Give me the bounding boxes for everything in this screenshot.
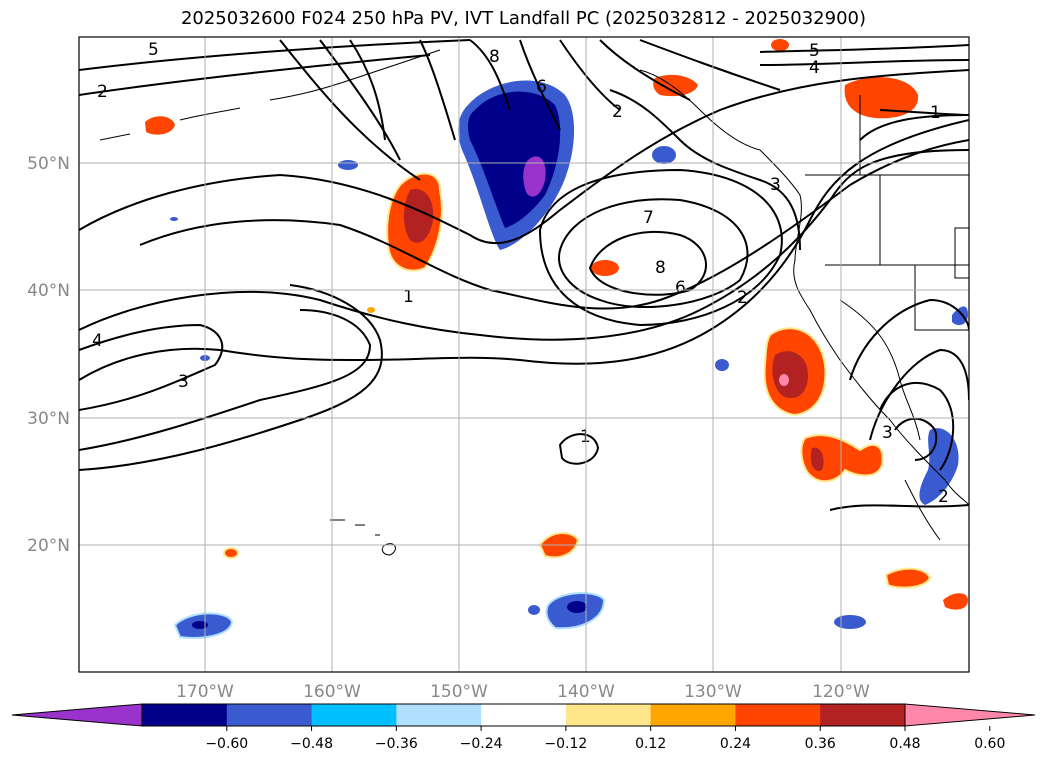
lat-labels: 50°N 40°N 30°N 20°N [27,154,70,556]
contour-label: 2 [737,288,748,308]
colorbar-tick-label: 0.12 [635,736,666,752]
graticule [79,37,969,672]
contour-label: 1 [403,287,414,307]
plot-frame [78,36,970,673]
contour-label: 1 [930,103,941,123]
colorbar-segment [396,704,482,726]
contour-label: 2 [612,102,623,122]
contour-label: 4 [809,58,820,78]
colorbar-tick-label: −0.24 [460,736,503,752]
lon-label: 170°W [176,682,234,702]
colorbar-extend-low [11,703,143,727]
contour-label: 2 [938,487,949,507]
colorbar-tick-label: 0.48 [889,736,920,752]
contour-label: 5 [809,41,820,61]
contour-label: 6 [675,278,686,298]
contour-label: 2 [97,82,108,102]
contour-label: 4 [92,331,103,351]
colorbar-segment [820,704,906,726]
colorbar-tick-label: −0.60 [205,736,248,752]
lon-label: 150°W [430,682,488,702]
pv-contours [79,39,969,511]
pv-shading [145,39,968,639]
colorbar-tick-label: −0.48 [290,736,333,752]
colorbar-tick-label: 0.36 [805,736,836,752]
colorbar: −0.60 −0.48 −0.36 −0.24 −0.12 0.12 0.24 0.36 0.4… [11,703,1036,752]
contour-label: 1 [580,427,591,447]
lat-label: 20°N [27,536,70,556]
contour-label: 3 [882,423,893,443]
colorbar-tick-label: 0.60 [974,736,1005,752]
colorbar-tick-label: −0.12 [544,736,587,752]
contour-labels: 5 2 8 6 2 5 4 1 3 7 8 6 2 1 4 3 1 3 2 [92,40,949,507]
colorbar-segment [226,704,313,726]
lon-labels: 170°W 160°W 150°W 140°W 130°W 120°W [176,682,870,702]
contour-label: 3 [770,175,781,195]
contour-label: 8 [655,258,666,278]
colorbar-segment [481,704,567,726]
colorbar-extend-high [904,703,1036,727]
lon-label: 160°W [303,682,361,702]
colorbar-frame [141,703,906,727]
contour-label: 5 [148,40,159,60]
lat-label: 40°N [27,281,70,301]
colorbar-segment [142,704,228,726]
colorbar-segment [565,704,652,726]
colorbar-segment [650,704,736,726]
lat-label: 50°N [27,154,70,174]
lat-label: 30°N [27,409,70,429]
contour-label: 3 [178,372,189,392]
contour-label: 6 [536,77,547,97]
colorbar-segment [735,704,821,726]
colorbar-tick-label: 0.24 [720,736,751,752]
colorbar-tick-label: −0.36 [375,736,418,752]
colorbar-segment [311,704,397,726]
lon-label: 130°W [684,682,742,702]
lon-label: 140°W [557,682,615,702]
contour-label: 8 [489,47,500,67]
contour-label: 7 [643,208,654,228]
lon-label: 120°W [812,682,870,702]
map-title: 2025032600 F024 250 hPa PV, IVT Landfall… [180,8,867,29]
